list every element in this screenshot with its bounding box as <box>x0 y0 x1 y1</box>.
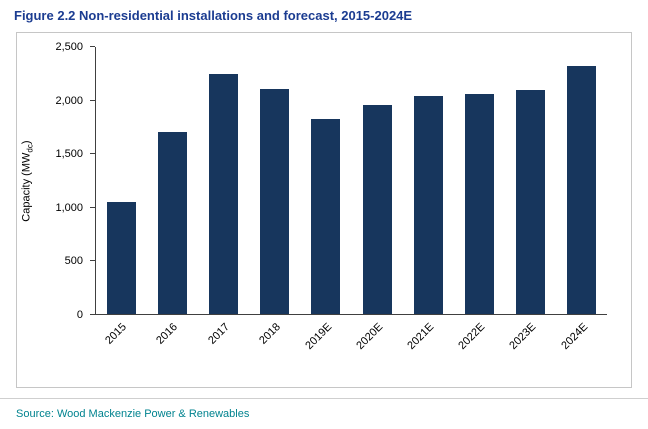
y-tick-mark <box>90 260 95 262</box>
bar-2024E <box>566 66 596 314</box>
x-tick-slot: 2022E <box>453 317 504 379</box>
divider-line <box>0 398 648 399</box>
bar-slot <box>249 47 300 314</box>
y-tick-label: 2,500 <box>55 41 83 53</box>
chart-container: Capacity (MWdc) 0 500 1,000 1,500 2,000 2,500… <box>16 32 632 388</box>
source-text: Source: Wood Mackenzie Power & Renewable… <box>16 408 250 420</box>
x-tick-label: 2017 <box>205 321 232 347</box>
bar-2017 <box>209 73 239 314</box>
bar-slot <box>96 47 147 314</box>
y-tick-mark <box>90 99 95 101</box>
x-tick-label: 2022E <box>456 321 488 352</box>
x-tick-slot: 2018 <box>249 317 300 379</box>
y-tick-mark <box>90 206 95 208</box>
bar-2023E <box>515 89 545 314</box>
bar-2016 <box>158 132 188 314</box>
x-tick-slot: 2024E <box>556 317 607 379</box>
x-tick-label: 2020E <box>354 321 386 352</box>
bar-slot <box>198 47 249 314</box>
bar-slot <box>351 47 402 314</box>
bar-2015 <box>107 201 137 314</box>
x-tick-slot: 2020E <box>351 317 402 379</box>
x-tick-slot: 2015 <box>95 317 146 379</box>
y-axis: 0 500 1,000 1,500 2,000 2,500 <box>17 41 95 321</box>
plot-area <box>95 47 607 315</box>
y-tick-label: 500 <box>64 255 83 268</box>
bar-slot <box>147 47 198 314</box>
x-tick-label: 2015 <box>103 321 130 347</box>
y-tick-label: 1,500 <box>55 148 83 161</box>
bar-2019E <box>311 118 341 314</box>
x-tick-slot: 2017 <box>197 317 248 379</box>
bar-2020E <box>362 104 392 314</box>
bar-slot <box>556 47 607 314</box>
x-tick-label: 2024E <box>558 321 590 352</box>
y-tick-mark <box>90 46 95 47</box>
x-tick-label: 2023E <box>507 321 539 352</box>
y-tick-mark <box>90 314 95 315</box>
x-tick-label: 2019E <box>302 321 334 352</box>
y-tick-mark <box>90 153 95 155</box>
y-tick-label: 1,000 <box>55 201 83 214</box>
bar-slot <box>505 47 556 314</box>
bar-slot <box>300 47 351 314</box>
x-axis-labels: 2015 2016 2017 2018 2019E 2020E 2021E 2022E 2023… <box>95 317 607 379</box>
bar-2022E <box>464 94 494 314</box>
x-tick-label: 2016 <box>154 321 181 347</box>
x-tick-label: 2021E <box>405 321 437 352</box>
bar-2021E <box>413 96 443 314</box>
x-tick-slot: 2016 <box>146 317 197 379</box>
bar-2018 <box>260 88 290 314</box>
x-tick-slot: 2021E <box>402 317 453 379</box>
x-tick-slot: 2019E <box>300 317 351 379</box>
y-tick-label: 2,000 <box>55 94 83 107</box>
y-tick-label: 0 <box>76 309 83 321</box>
figure-title: Figure 2.2 Non-residential installations… <box>14 8 413 23</box>
x-tick-label: 2018 <box>256 321 283 347</box>
bar-slot <box>454 47 505 314</box>
bar-slot <box>403 47 454 314</box>
x-tick-slot: 2023E <box>505 317 556 379</box>
